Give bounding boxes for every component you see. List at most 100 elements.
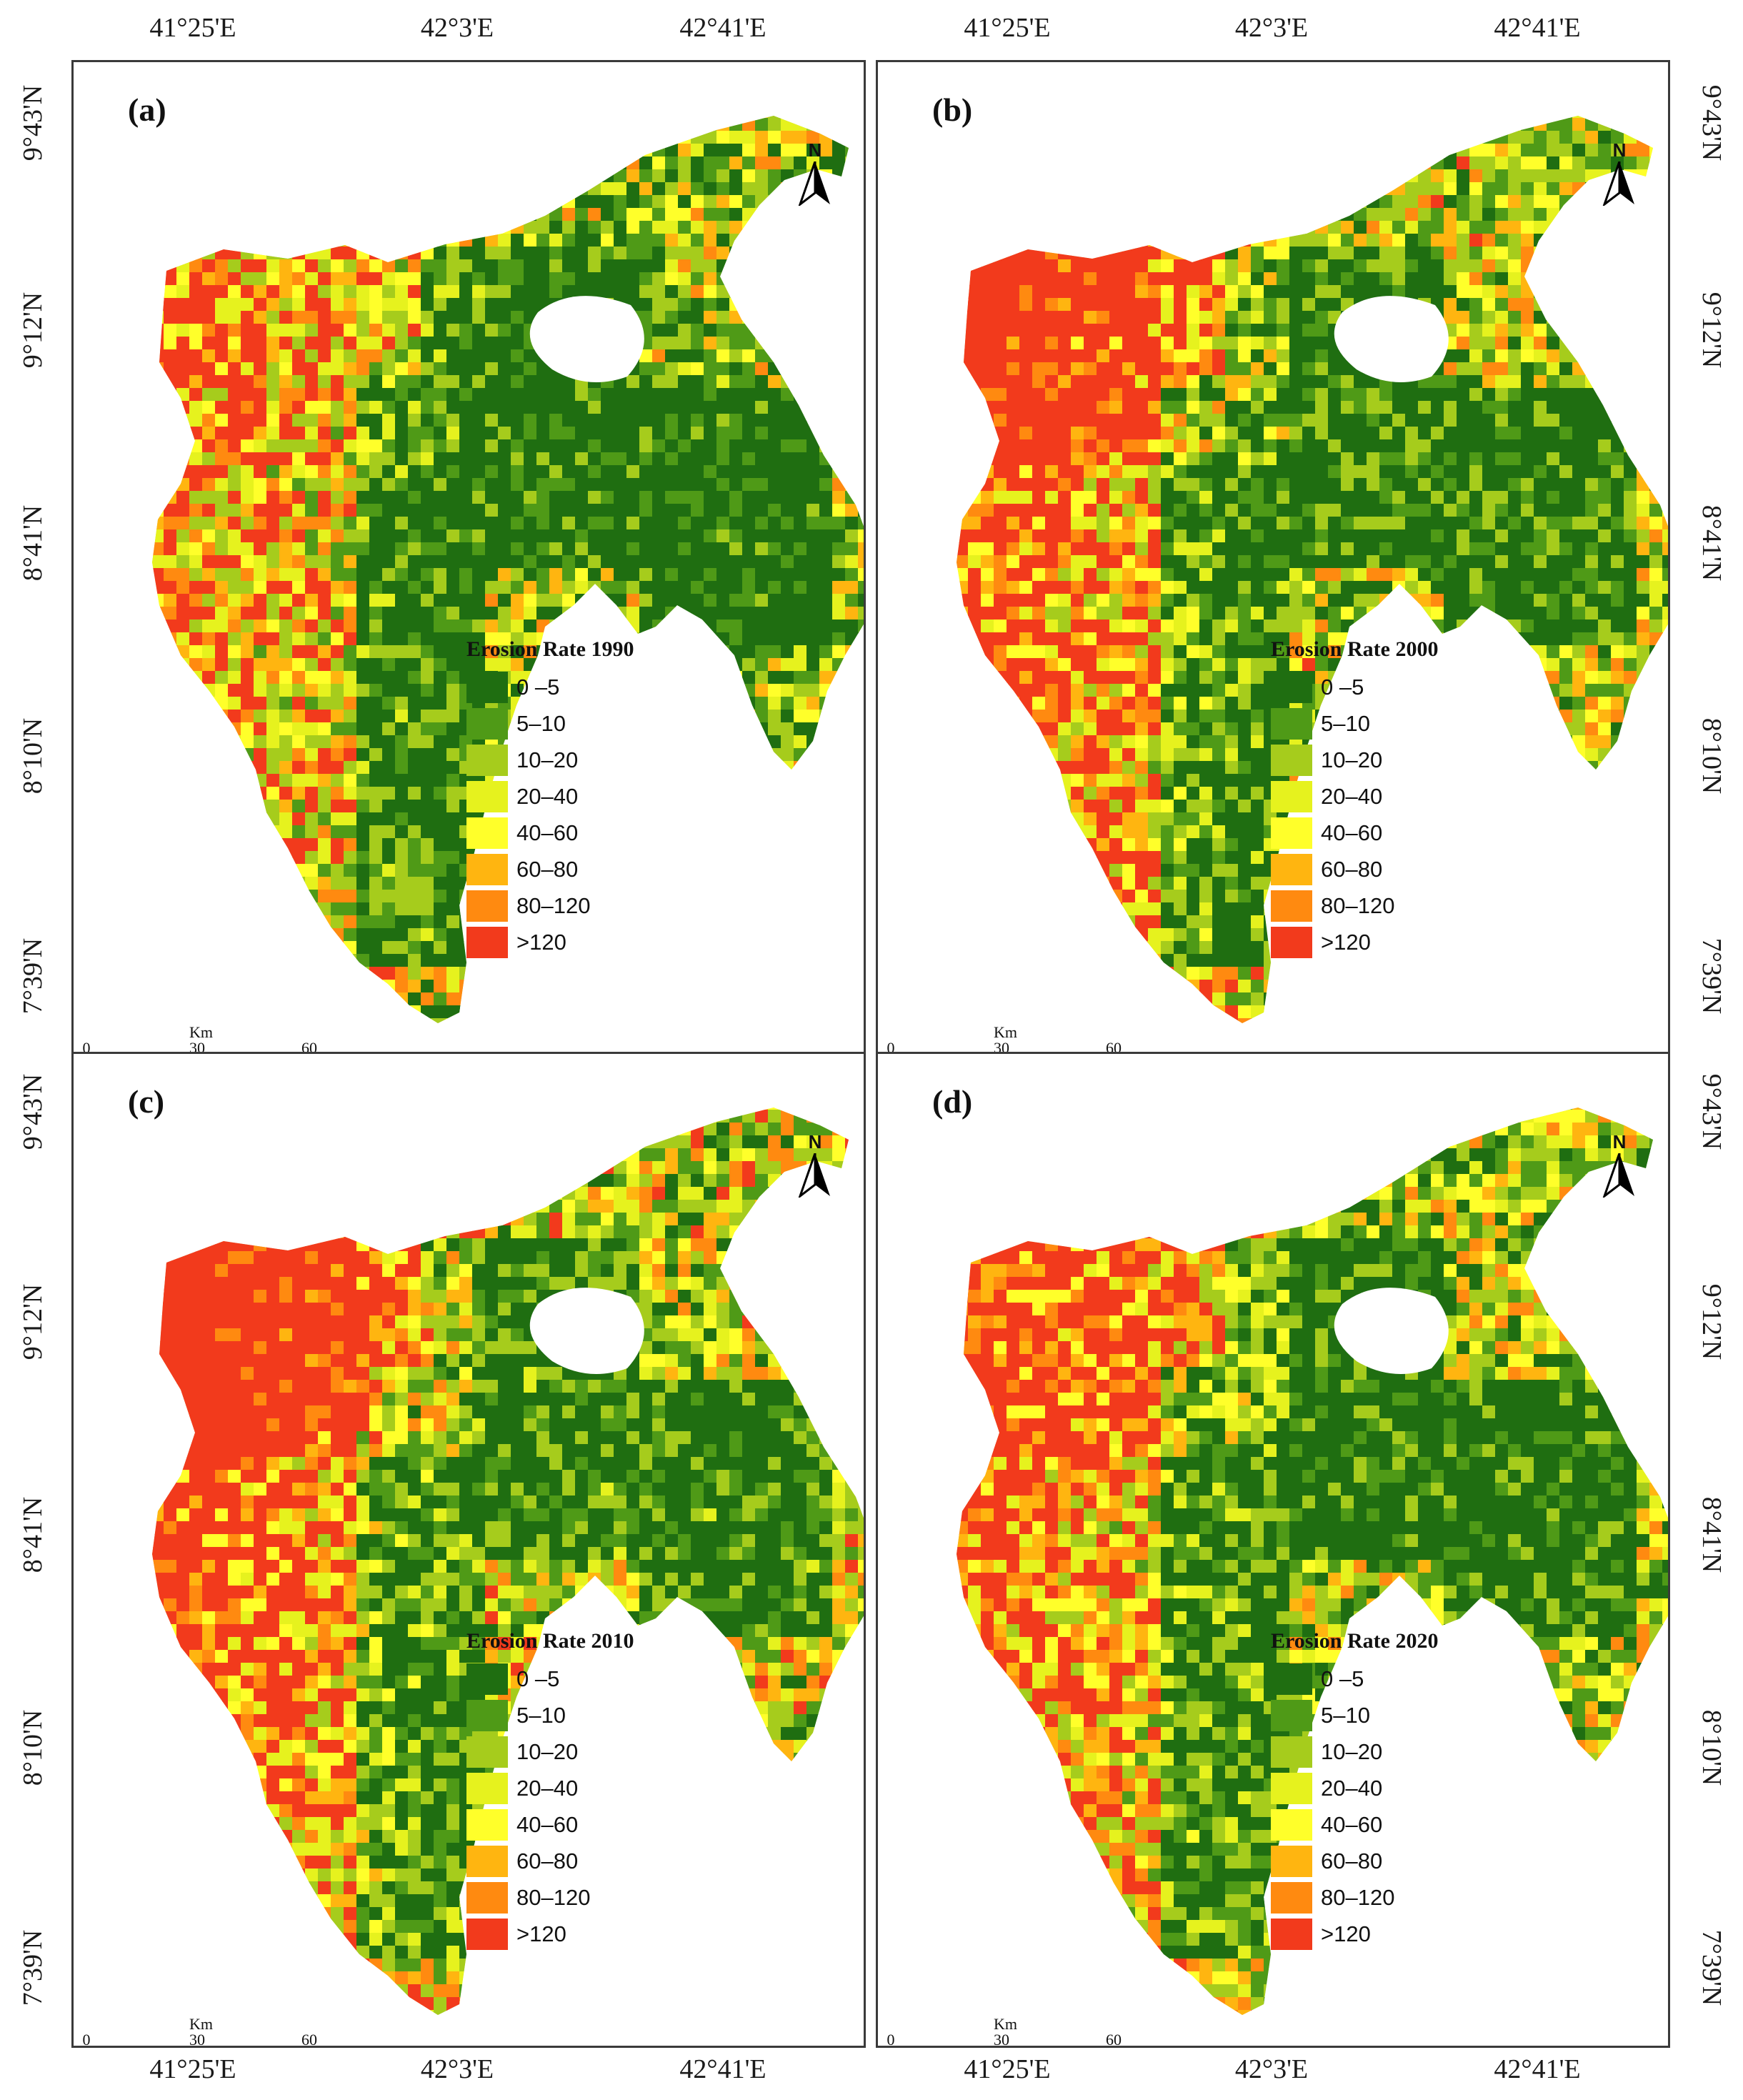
panel-label: (d): [932, 1083, 973, 1120]
legend-swatch: [1271, 1772, 1312, 1804]
legend-swatch: [466, 780, 508, 812]
north-arrow-icon: [797, 1153, 830, 1200]
legend-label: 0 –5: [1321, 674, 1364, 700]
left-latitude-label: 9°12'N: [18, 292, 48, 369]
legend-label: 5–10: [516, 710, 566, 736]
north-label: N: [808, 1131, 822, 1153]
legend-item: 60–80: [466, 1843, 634, 1879]
legend-item: 10–20: [1271, 1733, 1438, 1770]
legend-label: 20–40: [1321, 1775, 1383, 1801]
legend-item: 40–60: [466, 815, 634, 851]
erosion-map: [152, 1108, 864, 2015]
north-arrow: N: [794, 139, 836, 209]
scale-tick: 30: [994, 1039, 1009, 1056]
north-arrow: N: [794, 1131, 836, 1201]
legend-label: 80–120: [516, 1884, 591, 1910]
scale-unit: Km: [189, 2015, 213, 2033]
left-latitude-label: 9°43'N: [18, 1073, 48, 1150]
legend-label: 40–60: [1321, 1811, 1383, 1837]
legend-label: 0 –5: [516, 674, 560, 700]
scale-bar: Km 0 30 60: [82, 1023, 325, 1054]
legend-label: 80–120: [516, 892, 591, 918]
north-label: N: [1612, 1131, 1627, 1153]
bottom-longitude-label: 41°25'E: [149, 2054, 236, 2084]
legend-swatch: [466, 707, 508, 740]
legend-item: 60–80: [466, 851, 634, 887]
excluded-area: [1334, 1288, 1449, 1374]
legend-item: 0 –5: [1271, 669, 1438, 705]
legend-label: 20–40: [1321, 783, 1383, 809]
scale-tick: 60: [1106, 2031, 1122, 2048]
right-latitude-label: 8°41'N: [1697, 504, 1727, 582]
legend-item: 40–60: [1271, 1806, 1438, 1843]
legend-label: 80–120: [1321, 892, 1395, 918]
left-latitude-label: 7°39'N: [18, 937, 48, 1015]
north-arrow: N: [1598, 139, 1641, 209]
excluded-area: [529, 1288, 644, 1374]
legend-item: 40–60: [466, 1806, 634, 1843]
legend-swatch: [1271, 1736, 1312, 1768]
legend-item: 80–120: [466, 887, 634, 924]
scale-unit: Km: [994, 1023, 1017, 1041]
scale-unit: Km: [189, 1023, 213, 1041]
top-longitude-label: 41°25'E: [149, 13, 236, 43]
scale-tick: 0: [82, 2031, 91, 2048]
scale-bar: Km 0 30 60: [887, 1023, 1129, 1056]
right-latitude-label: 8°10'N: [1697, 1709, 1727, 1786]
scale-bar: Km 0 30 60: [887, 2015, 1129, 2048]
legend-label: 60–80: [1321, 1848, 1383, 1873]
legend-swatch: [1271, 1663, 1312, 1695]
legend-swatch: [1271, 671, 1312, 703]
legend-swatch: [1271, 780, 1312, 812]
legend: Erosion Rate 2010 0 –5 5–10 10–20 20–40 40–6…: [466, 1629, 634, 1952]
legend-label: 5–10: [1321, 710, 1370, 736]
legend-label: 0 –5: [1321, 1666, 1364, 1691]
right-latitude-label: 8°10'N: [1697, 717, 1727, 795]
right-latitude-label: 9°12'N: [1697, 1283, 1727, 1360]
bottom-longitude-label: 42°3'E: [1234, 2054, 1309, 2084]
legend-title: Erosion Rate 1990: [466, 637, 634, 661]
legend-label: 10–20: [516, 747, 579, 772]
right-latitude-label: 7°39'N: [1697, 937, 1727, 1015]
legend-label: 20–40: [516, 783, 579, 809]
panel-label: (a): [128, 91, 166, 128]
legend-item: 20–40: [1271, 1770, 1438, 1806]
legend-swatch: [1271, 1699, 1312, 1731]
legend-swatch: [466, 890, 508, 922]
legend-swatch: [466, 1663, 508, 1695]
legend-swatch: [1271, 853, 1312, 885]
legend-swatch: [466, 1699, 508, 1731]
scale-tick: 60: [1106, 1039, 1122, 1056]
legend-swatch: [466, 1845, 508, 1877]
legend-swatch: [466, 853, 508, 885]
bottom-longitude-label: 42°41'E: [1494, 2054, 1581, 2084]
legend-item: 40–60: [1271, 815, 1438, 851]
left-latitude-label: 8°41'N: [18, 1496, 48, 1573]
map-panel: (b) N Erosion Rate 2000 0 –5 5–10 10–20 20–…: [876, 60, 1670, 1056]
legend-item: 5–10: [1271, 705, 1438, 742]
legend-label: 10–20: [1321, 1738, 1383, 1764]
legend: Erosion Rate 2000 0 –5 5–10 10–20 20–40 40–6…: [1271, 637, 1438, 960]
north-arrow-icon: [1602, 1153, 1634, 1200]
legend-swatch: [466, 1808, 508, 1841]
right-latitude-label: 7°39'N: [1697, 1929, 1727, 2006]
legend-label: 60–80: [516, 856, 579, 882]
legend-swatch: [466, 744, 508, 776]
legend-item: >120: [1271, 924, 1438, 960]
legend-label: >120: [516, 929, 566, 955]
legend-label: 5–10: [516, 1702, 566, 1728]
excluded-area: [1334, 296, 1449, 382]
legend-item: 10–20: [466, 1733, 634, 1770]
north-arrow-icon: [1602, 161, 1634, 208]
legend-item: 60–80: [1271, 1843, 1438, 1879]
right-latitude-label: 9°43'N: [1697, 1073, 1727, 1150]
legend-item: >120: [466, 924, 634, 960]
right-latitude-label: 8°41'N: [1697, 1496, 1727, 1573]
scale-tick: 0: [887, 1039, 895, 1056]
left-latitude-label: 9°12'N: [18, 1283, 48, 1360]
erosion-map: [957, 116, 1668, 1023]
right-latitude-label: 9°12'N: [1697, 292, 1727, 369]
legend-item: >120: [466, 1916, 634, 1952]
top-longitude-label: 42°3'E: [1234, 13, 1309, 43]
scale-bar: Km 0 30 60: [82, 2015, 325, 2048]
